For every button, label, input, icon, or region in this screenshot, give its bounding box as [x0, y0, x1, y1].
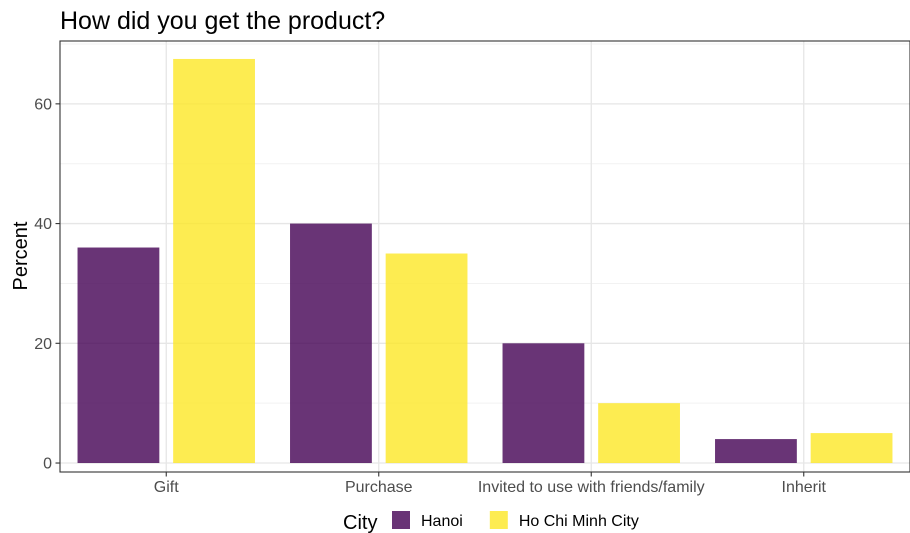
bars: [77, 58, 893, 464]
y-tick-label: 40: [34, 216, 52, 233]
panel-border: [59, 40, 910, 473]
legend-swatch: [489, 511, 508, 529]
x-tick-label: Inherit: [782, 479, 827, 496]
bar: [715, 439, 797, 464]
y-tick-label: 20: [34, 336, 52, 353]
legend-title: City: [343, 512, 377, 533]
chart-title: How did you get the product?: [60, 7, 385, 35]
legend-label: Ho Chi Minh City: [519, 513, 639, 530]
y-tick-label: 0: [43, 456, 52, 473]
bar: [810, 433, 893, 464]
legend-swatch: [392, 511, 410, 529]
bar: [290, 223, 372, 464]
legend-items: Hanoi Ho Chi Minh City: [392, 511, 639, 530]
x-tick-label: Gift: [154, 479, 179, 496]
legend: City Hanoi Ho Chi Minh City: [343, 511, 639, 533]
bar: [598, 403, 680, 464]
bar: [502, 343, 585, 464]
legend-label: Hanoi: [421, 513, 463, 530]
bar: [77, 247, 160, 464]
bar: [385, 253, 468, 464]
bar: [173, 58, 255, 464]
y-axis: 0 20 40 60: [34, 96, 60, 473]
x-tick-label: Purchase: [345, 479, 413, 496]
x-tick-label: Invited to use with friends/family: [478, 479, 705, 496]
y-axis-title: Percent: [10, 221, 32, 290]
x-axis: Gift Purchase Invited to use with friends/…: [154, 472, 827, 496]
y-tick-label: 60: [34, 96, 52, 113]
